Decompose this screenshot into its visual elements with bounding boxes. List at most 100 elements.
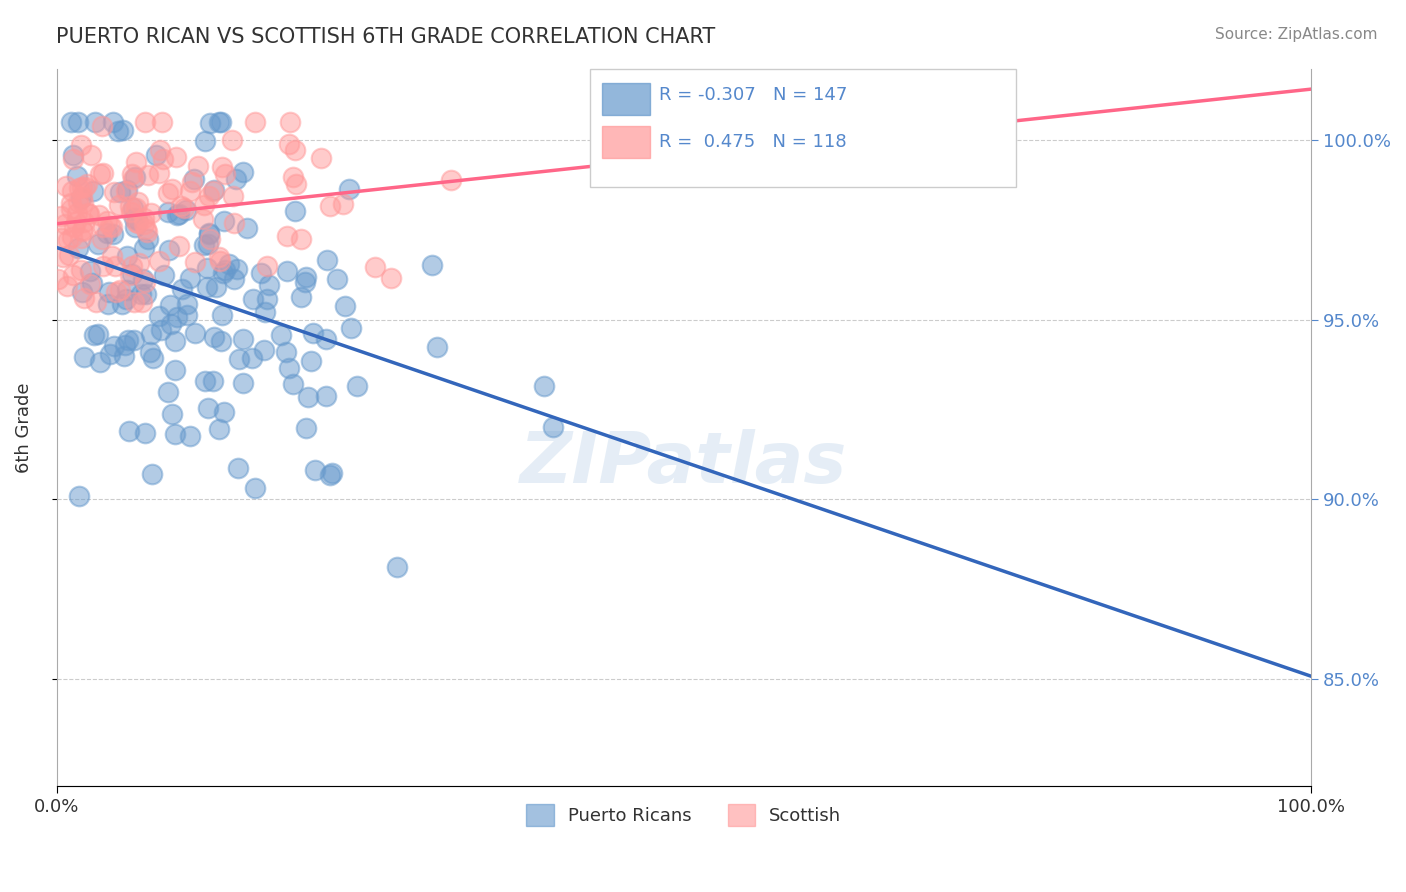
Point bbox=[294, 275, 316, 289]
Point bbox=[134, 241, 156, 255]
Point bbox=[118, 424, 141, 438]
Point bbox=[70, 179, 93, 194]
Point bbox=[202, 330, 225, 344]
Point bbox=[67, 115, 90, 129]
Point bbox=[70, 137, 93, 152]
Point bbox=[179, 184, 201, 198]
Point bbox=[198, 189, 221, 203]
Point bbox=[114, 293, 136, 307]
Point bbox=[209, 334, 232, 348]
Point bbox=[82, 184, 104, 198]
Point bbox=[53, 217, 76, 231]
Point bbox=[197, 401, 219, 415]
Point bbox=[183, 172, 205, 186]
Point bbox=[309, 151, 332, 165]
Point bbox=[124, 220, 146, 235]
Point bbox=[218, 257, 240, 271]
Point bbox=[148, 309, 170, 323]
Point bbox=[122, 172, 145, 186]
Point bbox=[111, 297, 134, 311]
Point bbox=[208, 422, 231, 436]
Point bbox=[297, 390, 319, 404]
Point bbox=[110, 186, 132, 200]
Point bbox=[284, 204, 307, 219]
Point bbox=[135, 287, 157, 301]
Point bbox=[60, 115, 83, 129]
Point bbox=[208, 253, 231, 268]
Point bbox=[98, 347, 121, 361]
Point bbox=[284, 143, 307, 157]
Point bbox=[148, 253, 170, 268]
Point bbox=[66, 206, 89, 220]
Point bbox=[165, 334, 187, 349]
Point bbox=[87, 327, 110, 342]
Point bbox=[222, 216, 245, 230]
Point bbox=[101, 219, 124, 234]
Point bbox=[225, 262, 247, 277]
Point bbox=[117, 333, 139, 347]
Point bbox=[66, 169, 89, 183]
Point bbox=[533, 379, 555, 393]
Point bbox=[211, 160, 233, 174]
Point bbox=[107, 124, 129, 138]
Point bbox=[163, 426, 186, 441]
Point bbox=[346, 379, 368, 393]
Text: ZIPatlas: ZIPatlas bbox=[520, 429, 848, 498]
FancyBboxPatch shape bbox=[602, 126, 650, 158]
Point bbox=[364, 260, 387, 274]
Point bbox=[299, 353, 322, 368]
Point bbox=[333, 299, 356, 313]
Point bbox=[136, 232, 159, 246]
Point bbox=[202, 184, 225, 198]
Point bbox=[172, 282, 194, 296]
Point bbox=[257, 278, 280, 293]
Point bbox=[124, 155, 146, 169]
Point bbox=[207, 115, 229, 129]
Point bbox=[232, 376, 254, 390]
Point bbox=[120, 205, 142, 219]
Point bbox=[129, 286, 152, 301]
Point bbox=[166, 208, 188, 222]
Point bbox=[277, 360, 299, 375]
Point bbox=[290, 290, 312, 304]
Point bbox=[93, 220, 115, 235]
Point bbox=[380, 271, 402, 285]
Point bbox=[221, 133, 243, 147]
Point bbox=[134, 217, 156, 231]
Point bbox=[156, 186, 179, 200]
Point bbox=[160, 182, 183, 196]
Point bbox=[337, 182, 360, 196]
Point bbox=[60, 195, 83, 210]
Point bbox=[315, 332, 337, 346]
Point bbox=[315, 253, 337, 268]
Point bbox=[222, 271, 245, 285]
Point bbox=[96, 226, 118, 240]
Point bbox=[79, 277, 101, 291]
Point bbox=[141, 206, 163, 220]
Point bbox=[135, 222, 157, 236]
Point bbox=[76, 205, 98, 219]
Point bbox=[165, 150, 187, 164]
Point bbox=[103, 339, 125, 353]
Point bbox=[90, 120, 112, 134]
Point bbox=[253, 305, 276, 319]
Point bbox=[225, 171, 247, 186]
Point bbox=[115, 250, 138, 264]
Point bbox=[212, 266, 235, 280]
Point bbox=[65, 215, 87, 229]
Point bbox=[169, 207, 191, 221]
Point bbox=[315, 389, 337, 403]
Point bbox=[294, 269, 316, 284]
Point bbox=[91, 166, 114, 180]
Point bbox=[183, 326, 205, 341]
Point bbox=[58, 233, 80, 247]
Point bbox=[156, 205, 179, 219]
Point bbox=[198, 226, 221, 240]
Point bbox=[141, 326, 163, 341]
Point bbox=[387, 560, 409, 574]
Point bbox=[197, 280, 219, 294]
Point bbox=[131, 271, 153, 285]
Point bbox=[73, 291, 96, 305]
Point bbox=[174, 202, 197, 217]
Point bbox=[198, 232, 221, 246]
